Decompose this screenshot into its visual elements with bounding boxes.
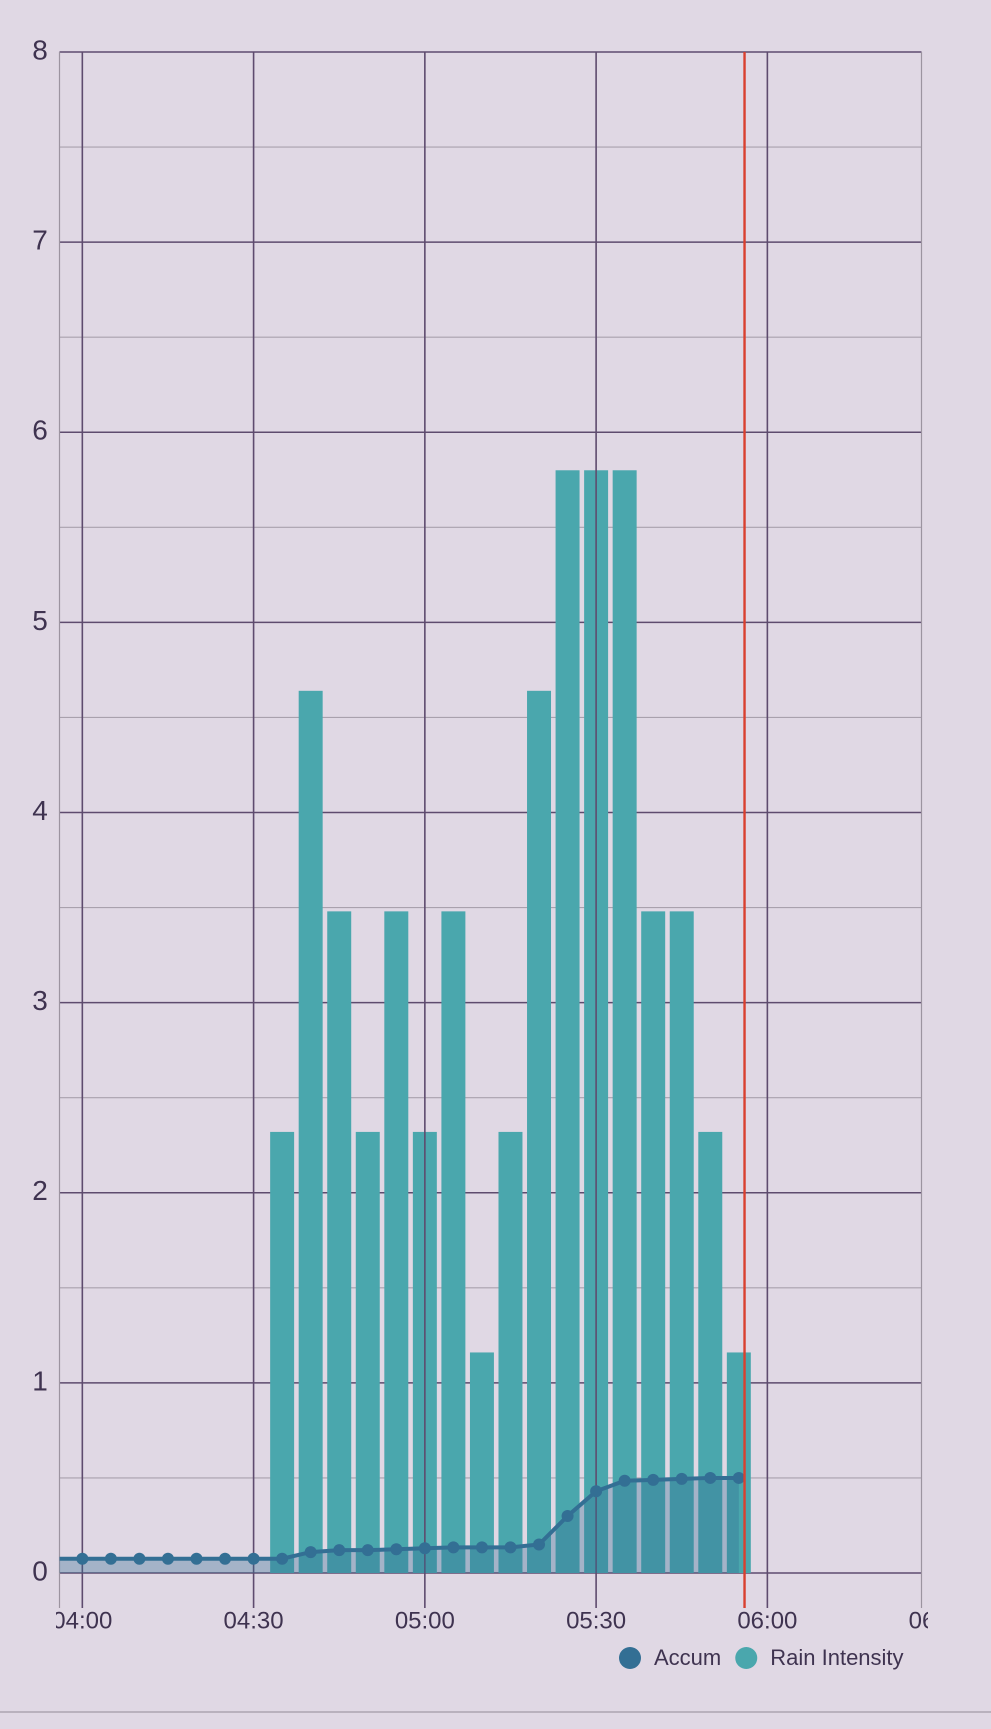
accum-point — [504, 1541, 517, 1554]
bar — [384, 911, 409, 1573]
bar — [698, 1131, 723, 1573]
accum-point — [390, 1543, 403, 1556]
accum-point — [104, 1552, 117, 1565]
bar — [270, 1131, 295, 1573]
legend-label: Rain Intensity — [770, 1645, 903, 1670]
x-tick-label: 05:30 — [566, 1607, 626, 1634]
accum-point — [361, 1544, 374, 1557]
legend-label: Accum — [654, 1645, 721, 1670]
bar — [355, 1131, 380, 1573]
x-tick-label: 06:30 — [909, 1607, 969, 1634]
accum-point — [561, 1509, 574, 1522]
accum-point — [190, 1552, 203, 1565]
y-tick-label: 7 — [32, 225, 48, 256]
y-tick-label: 3 — [32, 985, 48, 1016]
bar — [669, 911, 694, 1573]
y-tick-label: 5 — [32, 605, 48, 636]
accum-point — [76, 1552, 89, 1565]
y-tick-label: 0 — [32, 1555, 48, 1586]
accum-point — [704, 1471, 717, 1484]
x-tick-label: 05:00 — [395, 1607, 455, 1634]
x-tick-label: 06:00 — [737, 1607, 797, 1634]
accum-point — [732, 1471, 745, 1484]
accum-point — [276, 1552, 289, 1565]
bar — [555, 470, 580, 1573]
legend-swatch — [619, 1647, 641, 1669]
accum-point — [590, 1485, 603, 1498]
accum-point — [647, 1473, 660, 1486]
accum-point — [533, 1538, 546, 1551]
accum-area — [59, 1477, 739, 1573]
bar — [527, 690, 552, 1573]
bar — [298, 690, 323, 1573]
x-labels: 04:00 04:30 05:00 05:30 06:00 06:30 — [52, 1607, 969, 1634]
x-tick-label: 04:30 — [224, 1607, 284, 1634]
accum-point — [133, 1552, 146, 1565]
accum-point — [618, 1474, 631, 1487]
bar — [441, 911, 466, 1573]
bar — [327, 911, 352, 1573]
y-tick-label: 6 — [32, 415, 48, 446]
x-tick-label: 04:00 — [52, 1607, 112, 1634]
y-tick-label: 8 — [32, 34, 48, 65]
accum-point — [304, 1546, 317, 1559]
accum-point — [161, 1552, 174, 1565]
accum-point — [333, 1544, 346, 1557]
accum-point — [447, 1541, 460, 1554]
y-tick-label: 1 — [32, 1365, 48, 1396]
bar — [498, 1131, 523, 1573]
bar — [612, 470, 637, 1573]
accum-point — [219, 1552, 232, 1565]
bar — [469, 1352, 494, 1573]
bar — [641, 911, 666, 1573]
legend-swatch — [735, 1647, 758, 1669]
y-tick-label: 2 — [32, 1175, 48, 1206]
accum-point — [247, 1552, 260, 1565]
accum-point — [418, 1542, 431, 1555]
accum-point — [475, 1541, 488, 1554]
y-tick-label: 4 — [32, 795, 48, 826]
accum-point — [675, 1472, 688, 1485]
